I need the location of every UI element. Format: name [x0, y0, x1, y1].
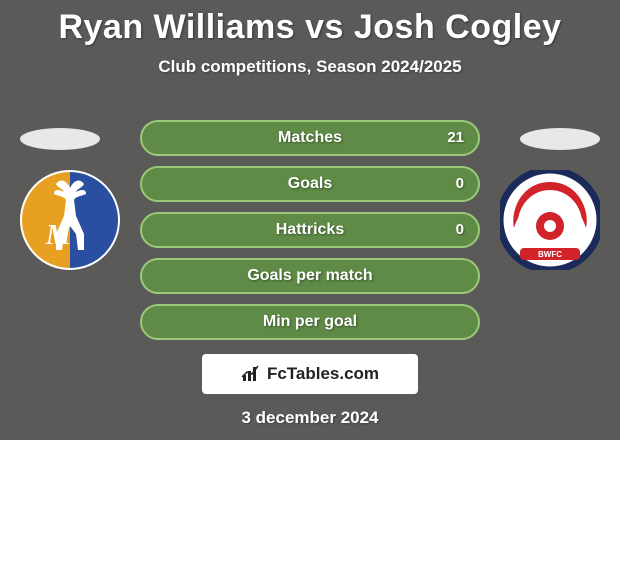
- stat-label: Goals: [142, 168, 478, 200]
- club-crest-left: M: [20, 170, 120, 270]
- stat-label: Hattricks: [142, 214, 478, 246]
- stat-row-min-per-goal: Min per goal: [140, 304, 480, 340]
- svg-text:BWFC: BWFC: [538, 250, 562, 259]
- cap-right: [520, 128, 600, 150]
- stat-label: Matches: [142, 122, 478, 154]
- stat-rows: Matches 21 Goals 0 Hattricks 0 Goals per…: [140, 120, 480, 350]
- mansfield-crest-icon: M: [20, 170, 120, 270]
- page-title: Ryan Williams vs Josh Cogley: [0, 0, 620, 47]
- cap-left: [20, 128, 100, 150]
- stat-row-goals: Goals 0: [140, 166, 480, 202]
- stat-right-value: 0: [456, 214, 464, 246]
- infographic-card: Ryan Williams vs Josh Cogley Club compet…: [0, 0, 620, 440]
- source-logo: FcTables.com: [202, 354, 418, 394]
- source-logo-text: FcTables.com: [267, 364, 379, 384]
- bar-chart-icon: [241, 365, 263, 383]
- stat-right-value: 0: [456, 168, 464, 200]
- stat-row-matches: Matches 21: [140, 120, 480, 156]
- stat-row-hattricks: Hattricks 0: [140, 212, 480, 248]
- svg-text:M: M: [45, 220, 72, 251]
- subtitle: Club competitions, Season 2024/2025: [0, 57, 620, 77]
- stat-right-value: 21: [447, 122, 464, 154]
- stat-label: Min per goal: [142, 306, 478, 338]
- bolton-crest-icon: BWFC: [500, 170, 600, 270]
- stat-row-goals-per-match: Goals per match: [140, 258, 480, 294]
- club-crest-right: BWFC: [500, 170, 600, 270]
- stat-label: Goals per match: [142, 260, 478, 292]
- generated-date: 3 december 2024: [0, 408, 620, 428]
